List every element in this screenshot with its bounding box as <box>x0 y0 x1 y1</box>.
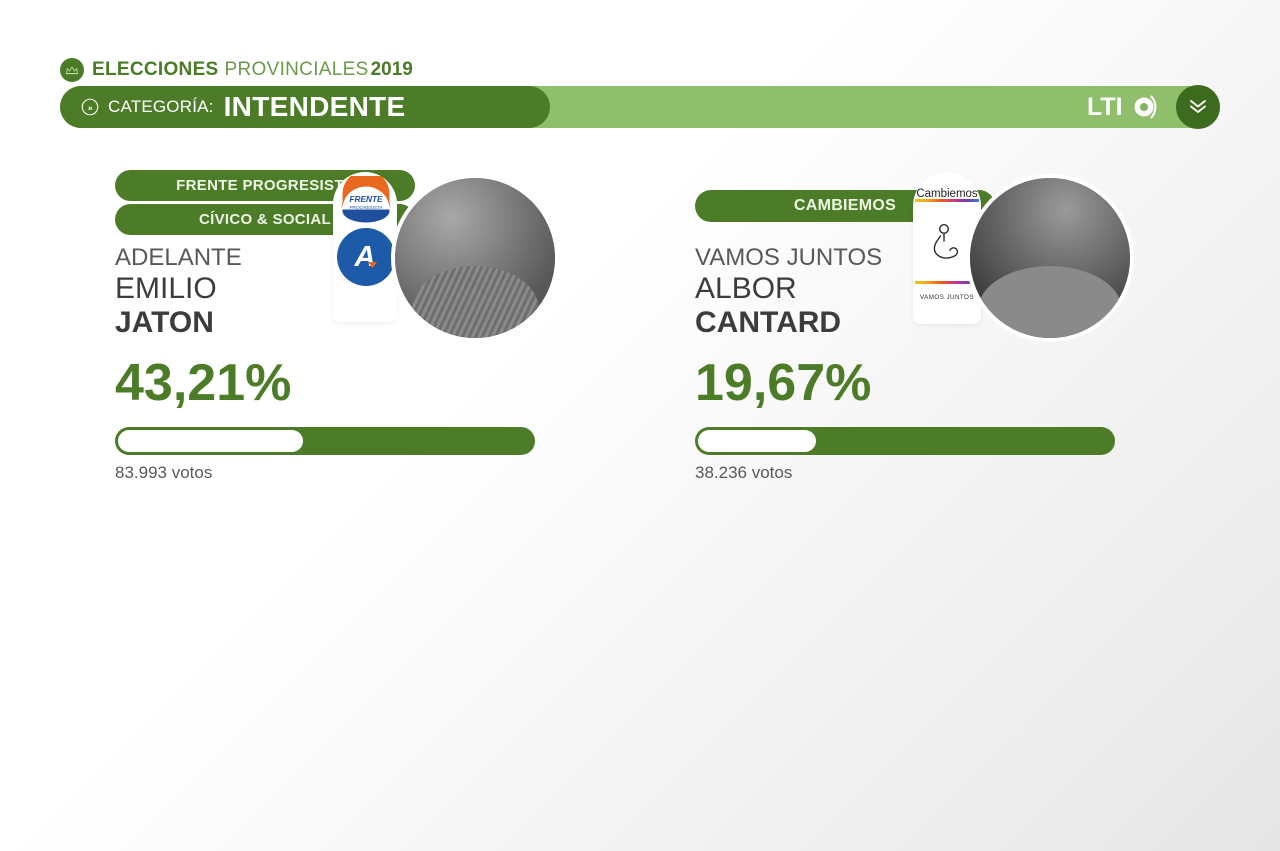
svg-text:»: » <box>88 102 93 112</box>
svg-text:LTI: LTI <box>1087 93 1123 121</box>
svg-text:A: A <box>354 241 376 273</box>
svg-text:PROGRESISTA: PROGRESISTA <box>350 205 383 210</box>
svg-text:FRENTE: FRENTE <box>349 194 383 204</box>
